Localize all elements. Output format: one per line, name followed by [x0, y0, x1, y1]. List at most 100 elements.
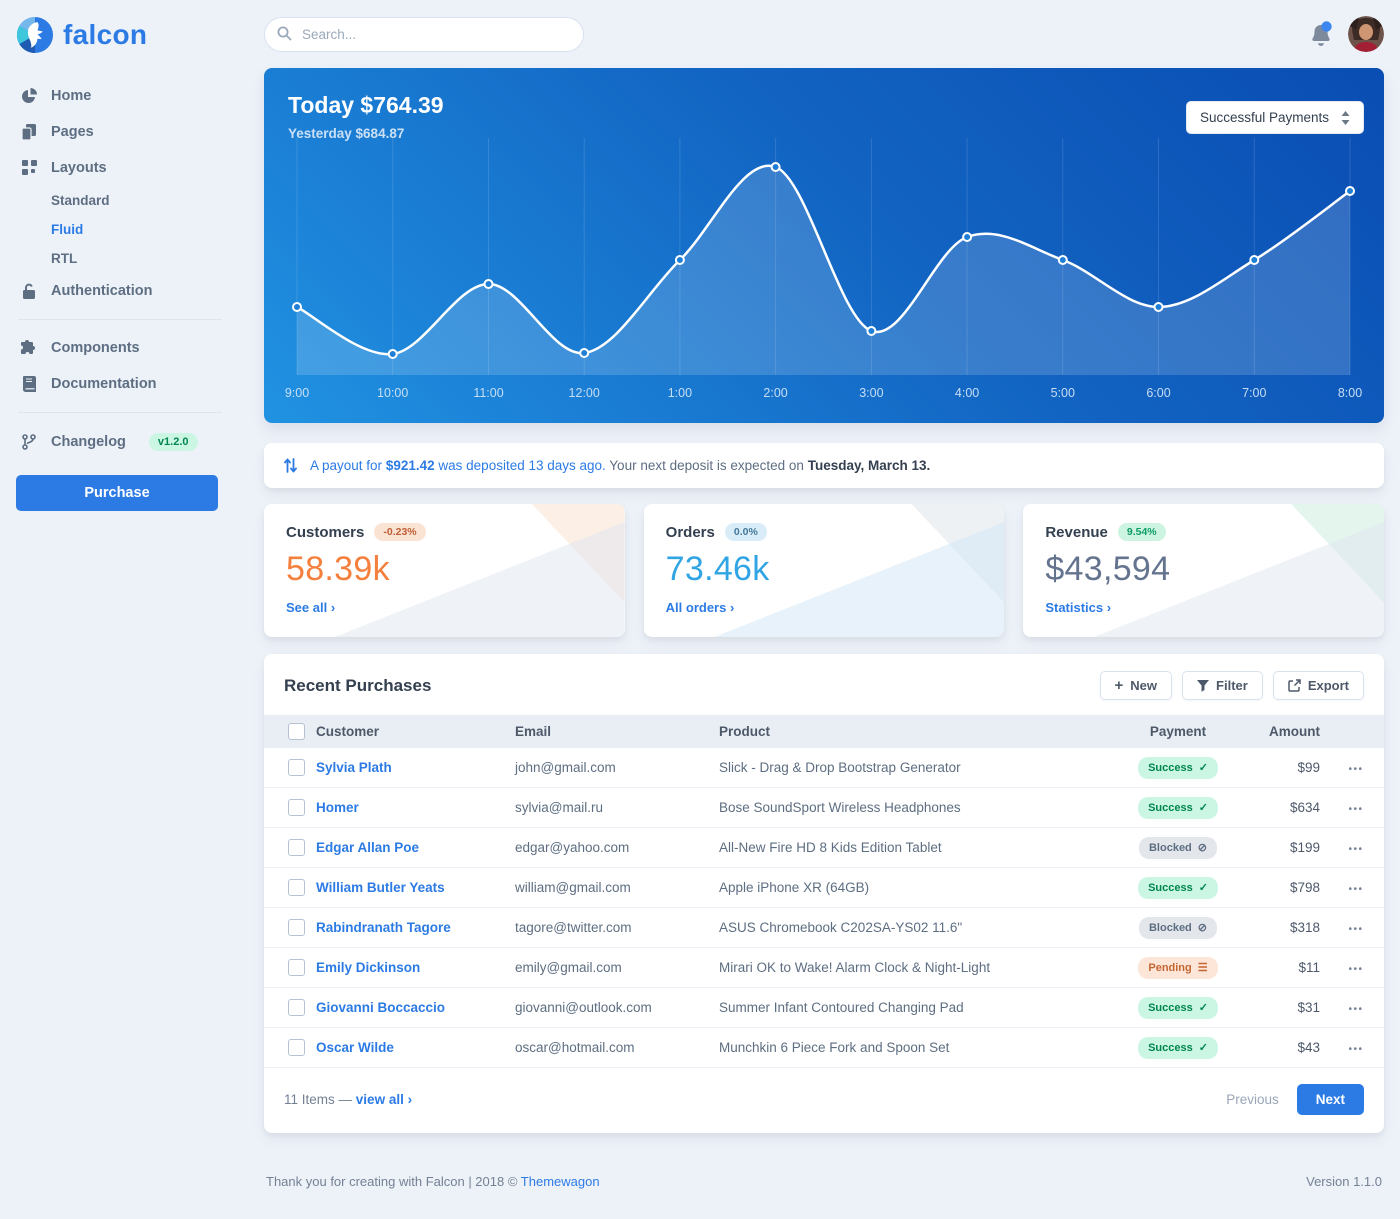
product-cell: ASUS Chromebook C202SA-YS02 11.6"	[711, 907, 1114, 948]
row-actions-button[interactable]: •••	[1348, 884, 1364, 895]
column-header-product[interactable]: Product	[719, 724, 771, 739]
code-branch-icon	[20, 434, 38, 450]
see-all-link[interactable]: See all ›	[286, 600, 336, 615]
amount-cell: $199	[1242, 827, 1328, 868]
view-all-link[interactable]: view all ›	[355, 1092, 413, 1107]
main-content: 9:00 10:00 11:00 12:00 1:00 2:00 3:00 4:00 5:00 6…	[240, 0, 1400, 1219]
sidebar-item-pages[interactable]: Pages	[16, 114, 224, 150]
select-all-checkbox[interactable]	[288, 723, 305, 740]
brand-logo[interactable]: falcon	[16, 14, 224, 78]
svg-text:9:00: 9:00	[285, 386, 309, 400]
sidebar-item-label: Layouts	[51, 160, 107, 176]
notifications-bell-icon[interactable]	[1309, 21, 1333, 47]
sidebar-item-components[interactable]: Components	[16, 330, 224, 366]
product-cell: Mirari OK to Wake! Alarm Clock & Night-L…	[711, 947, 1114, 988]
customer-link[interactable]: Giovanni Boccaccio	[316, 1000, 446, 1015]
row-actions-button[interactable]: •••	[1348, 1044, 1364, 1055]
email-cell: tagore@twitter.com	[507, 907, 711, 948]
stat-value: 58.39k	[286, 550, 390, 588]
sidebar-item-label: Pages	[51, 124, 94, 140]
customer-link[interactable]: Edgar Allan Poe	[316, 840, 420, 855]
payout-notice: A payout for $921.42 was deposited 13 da…	[264, 443, 1384, 488]
next-button[interactable]: Next	[1296, 1084, 1364, 1115]
search-input[interactable]	[264, 16, 584, 52]
export-button[interactable]: Export	[1272, 671, 1364, 700]
payment-status-badge: Success ✓	[1138, 996, 1218, 1019]
sidebar-subitem-rtl[interactable]: RTL	[51, 251, 78, 266]
filter-button[interactable]: Filter	[1182, 671, 1263, 700]
row-actions-button[interactable]: •••	[1348, 1004, 1364, 1015]
row-checkbox[interactable]	[288, 879, 305, 896]
sidebar-item-home[interactable]: Home	[16, 78, 224, 114]
customer-link[interactable]: Homer	[316, 800, 359, 815]
payout-link[interactable]: A payout for $921.42 was deposited 13 da…	[310, 458, 606, 473]
table-row: Rabindranath Tagore tagore@twitter.com A…	[264, 907, 1384, 948]
sidebar-item-layouts[interactable]: Layouts	[16, 150, 224, 186]
puzzle-icon	[20, 340, 38, 356]
payment-status-badge: Success ✓	[1138, 1036, 1218, 1059]
row-checkbox[interactable]	[288, 839, 305, 856]
row-actions-button[interactable]: •••	[1348, 964, 1364, 975]
row-checkbox[interactable]	[288, 759, 305, 776]
grid-icon	[20, 160, 38, 176]
column-header-email[interactable]: Email	[515, 724, 552, 739]
payout-text: A payout for $921.42 was deposited 13 da…	[310, 458, 931, 473]
product-cell: Slick - Drag & Drop Bootstrap Generator	[711, 748, 1114, 788]
payment-status-badge: Pending ☰	[1138, 956, 1218, 979]
stat-value: 73.46k	[665, 550, 770, 588]
orders-stat-card: Orders 0.0% 73.46k All orders ›	[643, 504, 1005, 637]
column-header-customer[interactable]: Customer	[316, 724, 380, 739]
customer-link[interactable]: Sylvia Plath	[316, 760, 392, 775]
customer-link[interactable]: Oscar Wilde	[316, 1040, 394, 1055]
purchase-button[interactable]: Purchase	[16, 475, 218, 511]
brand-name: falcon	[63, 19, 148, 50]
customer-link[interactable]: Emily Dickinson	[316, 960, 421, 975]
amount-cell: $634	[1242, 787, 1328, 828]
new-button[interactable]: + New	[1099, 671, 1173, 700]
sidebar-item-documentation[interactable]: Documentation	[16, 366, 224, 402]
sort-arrows-icon	[1341, 110, 1350, 125]
table-toolbar: + New Filter Export	[1099, 671, 1364, 700]
chart-subtitle: Yesterday $684.87	[288, 126, 405, 141]
sidebar-divider	[18, 412, 222, 413]
sidebar-subitem-standard[interactable]: Standard	[51, 193, 110, 208]
customer-link[interactable]: William Butler Yeats	[316, 880, 445, 895]
recent-purchases-card: Recent Purchases + New Filter	[264, 654, 1384, 1133]
row-checkbox[interactable]	[288, 1039, 305, 1056]
column-header-amount[interactable]: Amount	[1269, 724, 1320, 739]
email-cell: emily@gmail.com	[507, 947, 711, 988]
footer-credit: Thank you for creating with Falcon | 201…	[266, 1174, 600, 1189]
svg-text:4:00: 4:00	[955, 386, 979, 400]
row-checkbox[interactable]	[288, 999, 305, 1016]
payments-type-dropdown[interactable]: Successful Payments	[1185, 101, 1364, 134]
row-checkbox[interactable]	[288, 959, 305, 976]
customer-link[interactable]: Rabindranath Tagore	[316, 920, 451, 935]
row-checkbox[interactable]	[288, 919, 305, 936]
chart-pie-icon	[20, 88, 38, 104]
themewagon-link[interactable]: Themewagon	[520, 1174, 600, 1189]
column-header-actions	[1328, 715, 1384, 748]
row-actions-button[interactable]: •••	[1348, 924, 1364, 935]
row-actions-button[interactable]: •••	[1348, 804, 1364, 815]
previous-button[interactable]: Previous	[1226, 1092, 1279, 1107]
sidebar-subitem-fluid[interactable]: Fluid	[51, 222, 84, 237]
stat-title: Customers	[286, 523, 365, 541]
user-avatar[interactable]	[1348, 16, 1384, 52]
sidebar-item-changelog[interactable]: Changelog v1.2.0	[16, 423, 224, 461]
row-actions-button[interactable]: •••	[1348, 844, 1364, 855]
topbar-right	[1309, 16, 1384, 52]
row-checkbox[interactable]	[288, 799, 305, 816]
filter-funnel-icon	[1197, 679, 1210, 692]
amount-cell: $31	[1242, 987, 1328, 1028]
all-orders-link[interactable]: All orders ›	[665, 600, 735, 615]
sidebar-item-authentication[interactable]: Authentication	[16, 273, 224, 309]
email-cell: sylvia@mail.ru	[507, 787, 711, 828]
stat-change-badge: 9.54%	[1117, 523, 1166, 541]
table-footer: 11 Items — view all › Previous Next	[264, 1068, 1384, 1133]
payment-status-badge: Blocked ⊘	[1138, 916, 1217, 939]
row-actions-button[interactable]: •••	[1348, 764, 1364, 775]
pages-icon	[20, 124, 38, 140]
statistics-link[interactable]: Statistics ›	[1045, 600, 1112, 615]
status-icon: ⊘	[1197, 922, 1207, 934]
column-header-payment[interactable]: Payment	[1149, 724, 1207, 739]
